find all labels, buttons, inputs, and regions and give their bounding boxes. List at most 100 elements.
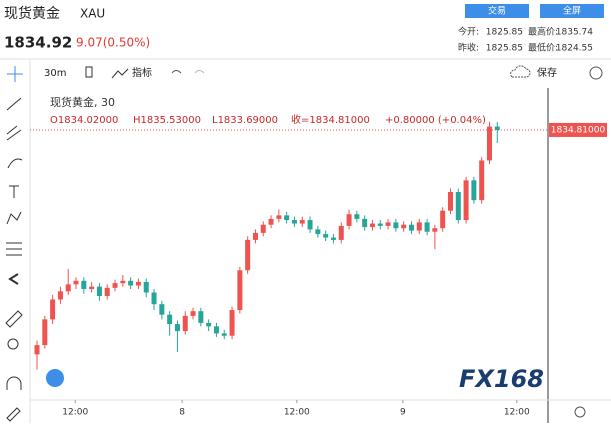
- measure-tool[interactable]: [6, 242, 22, 256]
- axis-settings[interactable]: [574, 406, 586, 418]
- back-tool[interactable]: [8, 273, 19, 285]
- candle-body: [338, 225, 344, 240]
- candle-body: [237, 270, 243, 311]
- trade-label[interactable]: 交易: [488, 5, 506, 17]
- fullscreen-label[interactable]: 全屏: [563, 5, 581, 17]
- brush-tool[interactable]: [7, 158, 23, 169]
- candle-body: [463, 180, 469, 221]
- candle-body: [455, 192, 461, 221]
- fib-tool[interactable]: [6, 125, 22, 141]
- candle-body: [120, 280, 126, 284]
- ohlc-value: 收=1834.81000: [291, 113, 370, 126]
- line-tool[interactable]: [6, 97, 22, 111]
- candle-body: [323, 234, 329, 238]
- candle-body: [299, 220, 305, 224]
- candle-body: [260, 224, 266, 233]
- candle-body: [229, 310, 235, 336]
- candle-body: [447, 192, 453, 211]
- candle-body: [190, 311, 196, 316]
- candle-body: [213, 326, 219, 334]
- ohlc-value: L1833.69000: [212, 115, 278, 126]
- candle-body: [276, 215, 282, 219]
- candle-body: [143, 281, 149, 293]
- candle-body: [42, 319, 48, 346]
- candle-body: [416, 222, 422, 231]
- candle-body: [471, 180, 477, 201]
- x-tick-label: 12:00: [284, 408, 310, 418]
- candle-body: [315, 229, 321, 235]
- symbol: XAU: [80, 7, 105, 21]
- crosshair-tool[interactable]: [7, 66, 23, 82]
- candle-body: [174, 324, 180, 332]
- candle-body: [307, 220, 313, 230]
- candle-body: [81, 280, 87, 289]
- candle-body: [408, 224, 414, 231]
- logo-icon: [46, 369, 64, 387]
- candle-body: [330, 237, 336, 240]
- redo-icon[interactable]: [194, 70, 205, 74]
- change: 9.07(0.50%): [76, 36, 150, 50]
- trade-button[interactable]: [465, 4, 529, 18]
- fullscreen-button[interactable]: [540, 4, 604, 18]
- candle-body: [135, 281, 141, 286]
- watermark: FX168: [459, 365, 544, 393]
- candle-body: [96, 286, 102, 296]
- cloud-icon[interactable]: [510, 65, 531, 78]
- text-tool[interactable]: [9, 185, 19, 198]
- ohlc-value: H1835.53000: [133, 115, 201, 126]
- candle-body: [424, 222, 430, 232]
- candle-body: [369, 223, 375, 228]
- price: 1834.92: [4, 34, 72, 52]
- candle-body: [393, 222, 399, 229]
- magnet-tool[interactable]: [6, 376, 22, 390]
- candle-body: [34, 345, 40, 355]
- x-tick-label: 12:00: [504, 408, 530, 418]
- ohlc-value: +0.80000 (+0.04%): [385, 115, 486, 126]
- undo-icon[interactable]: [171, 70, 182, 74]
- indicator-icon[interactable]: [111, 68, 129, 79]
- chart-legend: 现货黄金, 30: [50, 95, 115, 109]
- zoom-tool[interactable]: [7, 338, 19, 350]
- candle-body: [377, 223, 383, 226]
- candle-body: [182, 315, 188, 332]
- candle-body: [112, 283, 118, 288]
- candle-body: [432, 228, 438, 232]
- candle-body: [346, 214, 352, 226]
- stat-label: 最低价:: [528, 42, 558, 54]
- candle-body: [362, 218, 368, 228]
- candle-body: [198, 311, 204, 323]
- x-tick-label: 9: [400, 408, 406, 418]
- candle-body: [245, 239, 251, 271]
- indicators[interactable]: 指标: [132, 66, 152, 79]
- candle-body: [167, 314, 173, 325]
- candle-body: [151, 292, 157, 305]
- candle-body: [385, 222, 391, 226]
- stat-label: 今开:: [458, 26, 479, 38]
- settings-icon[interactable]: [589, 66, 603, 80]
- candle-body: [440, 210, 446, 229]
- candle-body: [89, 286, 95, 289]
- candle-body: [159, 304, 165, 315]
- left-toolbar: [5, 66, 23, 422]
- stat-label: 昨收:: [458, 42, 479, 54]
- pattern-tool[interactable]: [6, 211, 22, 225]
- candle-body: [128, 280, 134, 286]
- last-price-label: 1834.81000: [551, 125, 606, 135]
- title: 现货黄金: [4, 5, 60, 22]
- stat-value: 1824.55: [556, 44, 593, 54]
- pencil-tool[interactable]: [6, 407, 21, 422]
- stat-value: 1835.74: [556, 28, 593, 38]
- candle-body: [284, 215, 290, 221]
- candle-body: [494, 126, 500, 130]
- candle-icon[interactable]: [85, 66, 93, 78]
- candle-body: [401, 224, 407, 229]
- candle-body: [73, 280, 79, 285]
- x-tick-label: 12:00: [62, 408, 88, 418]
- ruler-tool[interactable]: [5, 310, 23, 328]
- candle-body: [268, 218, 274, 225]
- candle-body: [50, 299, 56, 320]
- interval[interactable]: 30m: [44, 68, 66, 79]
- save[interactable]: 保存: [537, 66, 557, 79]
- candle-body: [354, 214, 360, 219]
